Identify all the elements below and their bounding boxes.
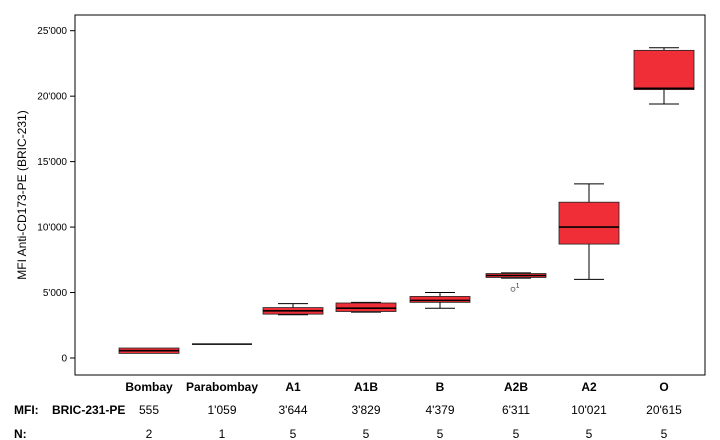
box-o [633,47,695,105]
table-n-value: 5 [586,427,593,440]
table-mfi-value: 1'059 [208,403,237,417]
box-a2b [485,272,547,279]
table-mfi-value: 4'379 [426,403,455,417]
y-tick-label: 20'000 [37,92,67,103]
table-n-value: 5 [290,427,297,440]
y-axis-label: MFI Anti-CD173-PE (BRIC-231) [15,110,29,279]
x-category-label: A2B [504,380,528,394]
x-category-label: A1 [285,380,301,394]
summary-table: MFI: BRIC-231-PE N: 555 1'059 3'644 3'829 4'… [14,403,682,440]
box-bombay [118,347,180,354]
x-category-label: Bombay [125,380,173,394]
outlier-label: 1 [516,283,520,289]
x-category-label: A1B [354,380,378,394]
box-a1b [335,301,397,313]
table-mfi-value: 10'021 [571,403,607,417]
x-category-label: B [436,380,445,394]
table-mfi-value: 6'311 [502,403,530,417]
x-category-label: O [659,380,668,394]
table-n-value: 5 [661,427,668,440]
y-tick-label: 25'000 [37,26,67,37]
table-mfi-label: MFI: [14,403,39,417]
x-axis-category-labels: Bombay Parabombay A1 A1B B A2B A2 O [125,380,668,394]
table-n-value: 2 [146,427,153,440]
x-category-label: A2 [581,380,597,394]
table-n-value: 5 [513,427,520,440]
y-tick-label: 0 [61,353,67,364]
table-mfi-value: 3'829 [352,403,381,417]
y-tick-label: 5'000 [43,288,68,299]
boxes [118,47,695,354]
outlier-point [510,286,516,292]
outliers: 1 [510,283,520,292]
box-iqr [409,296,471,303]
table-n-value: 5 [437,427,444,440]
box-iqr [335,302,397,312]
plot-frame [74,14,706,376]
y-tick-label: 15'000 [37,157,67,168]
table-mfi-value: 20'615 [646,403,682,417]
table-n-label: N: [14,427,27,440]
box-a2 [558,183,620,280]
table-mfi-value: 555 [139,403,159,417]
table-mfi-sublabel: BRIC-231-PE [52,403,125,417]
box-iqr [558,201,620,245]
box-iqr [633,49,695,91]
y-tick-label: 10'000 [37,223,67,234]
table-mfi-value: 3'644 [279,403,308,417]
x-category-label: Parabombay [186,380,258,394]
box-b [409,292,471,309]
table-n-value: 1 [219,427,226,440]
table-n-value: 5 [363,427,370,440]
box-a1 [262,303,324,316]
y-axis: 0 5'000 10'000 15'000 20'000 25'000 [37,26,75,364]
